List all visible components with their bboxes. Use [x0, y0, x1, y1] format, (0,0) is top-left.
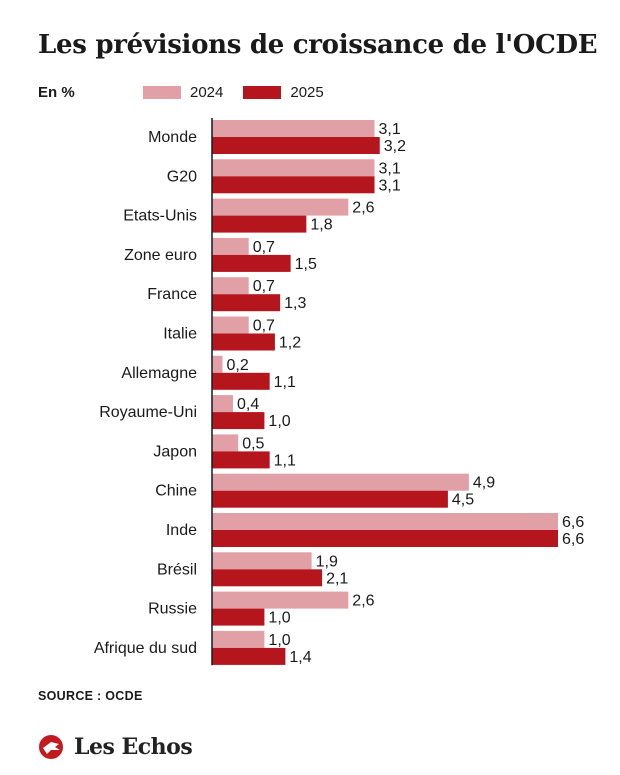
value-label-italie-2024: 0,7 [253, 318, 275, 335]
value-label-russie-2025: 1,0 [268, 610, 290, 627]
bar-russie-2025 [212, 608, 265, 626]
brand-logo: Les Echos [38, 733, 193, 761]
value-label-allemagne-2025: 1,1 [274, 374, 296, 391]
unit-label: En % [38, 84, 75, 101]
value-label-russie-2024: 2,6 [352, 593, 374, 610]
bar-allemagne-2025 [212, 372, 270, 390]
bar-inde-2025 [212, 530, 558, 547]
chart-title: Les prévisions de croissance de l'OCDE [38, 30, 598, 60]
bar-japon-2024 [212, 434, 239, 452]
value-label-inde-2024: 6,6 [562, 514, 584, 531]
bar-zone-euro-2024 [212, 237, 249, 255]
value-label-g20-2025: 3,1 [379, 177, 401, 194]
bar-italie-2024 [212, 316, 249, 334]
bar-japon-2025 [212, 451, 270, 469]
legend-item-2024: 2024 [143, 84, 223, 101]
category-label-afrique-du-sud: Afrique du sud [94, 640, 197, 657]
category-label-g20: G20 [167, 168, 197, 185]
value-label-france-2025: 1,3 [284, 295, 306, 312]
value-label-chine-2024: 4,9 [473, 475, 495, 492]
bar-monde-2024 [212, 120, 375, 137]
bar-afrique-du-sud-2025 [212, 647, 286, 665]
category-label-royaume-uni: Royaume-Uni [99, 404, 197, 421]
bar-france-2024 [212, 277, 249, 295]
bar-zone-euro-2025 [212, 254, 291, 272]
value-label-bresil-2024: 1,9 [316, 553, 338, 570]
value-label-inde-2025: 6,6 [562, 531, 584, 548]
bar-italie-2025 [212, 333, 275, 351]
value-label-bresil-2025: 2,1 [326, 570, 348, 587]
category-label-france: France [147, 286, 197, 303]
category-label-monde: Monde [148, 129, 197, 146]
value-label-g20-2024: 3,1 [379, 160, 401, 177]
category-label-japon: Japon [153, 443, 197, 460]
value-label-monde-2025: 3,2 [384, 138, 406, 155]
legend-label-2025: 2025 [290, 84, 324, 101]
bar-afrique-du-sud-2024 [212, 630, 265, 648]
value-label-etats-unis-2024: 2,6 [352, 200, 374, 217]
bar-monde-2025 [212, 137, 380, 154]
bar-g20-2025 [212, 176, 375, 194]
bar-etats-unis-2024 [212, 198, 349, 216]
value-label-royaume-uni-2024: 0,4 [237, 396, 259, 413]
category-label-chine: Chine [155, 483, 197, 500]
bar-chine-2025 [212, 490, 448, 508]
category-label-allemagne: Allemagne [121, 365, 197, 382]
bar-royaume-uni-2025 [212, 412, 265, 430]
bar-chine-2024 [212, 473, 469, 491]
bar-royaume-uni-2024 [212, 395, 233, 413]
legend-swatch-2025 [243, 86, 282, 99]
value-label-etats-unis-2025: 1,8 [310, 217, 332, 234]
value-label-japon-2025: 1,1 [274, 452, 296, 469]
bar-g20-2024 [212, 159, 375, 177]
category-label-zone-euro: Zone euro [124, 247, 197, 264]
source-note: SOURCE : OCDE [38, 689, 143, 703]
value-label-monde-2024: 3,1 [379, 121, 401, 138]
category-label-etats-unis: Etats-Unis [123, 208, 197, 225]
legend-swatch-2024 [143, 86, 181, 99]
category-label-inde: Inde [166, 522, 197, 539]
value-label-france-2024: 0,7 [253, 278, 275, 295]
bar-russie-2024 [212, 591, 349, 609]
value-label-zone-euro-2024: 0,7 [253, 239, 275, 256]
les-echos-emblem-icon [39, 735, 63, 759]
category-label-italie: Italie [163, 326, 197, 343]
bar-allemagne-2024 [212, 355, 223, 373]
value-label-zone-euro-2025: 1,5 [295, 256, 317, 273]
category-label-russie: Russie [148, 601, 197, 618]
category-label-bresil: Brésil [157, 561, 197, 578]
legend: 2024 2025 [143, 84, 344, 101]
value-label-allemagne-2024: 0,2 [226, 357, 248, 374]
bar-france-2025 [212, 294, 281, 312]
bar-etats-unis-2025 [212, 215, 307, 233]
bar-bresil-2024 [212, 552, 312, 570]
brand-name: Les Echos [74, 734, 193, 760]
value-label-afrique-du-sud-2024: 1,0 [268, 632, 290, 649]
bar-inde-2024 [212, 513, 558, 530]
value-label-chine-2025: 4,5 [452, 492, 474, 509]
value-label-italie-2025: 1,2 [279, 335, 301, 352]
legend-item-2025: 2025 [243, 84, 324, 101]
bar-bresil-2025 [212, 569, 323, 587]
value-label-royaume-uni-2025: 1,0 [268, 413, 290, 430]
legend-label-2024: 2024 [190, 84, 224, 101]
value-label-japon-2024: 0,5 [242, 435, 264, 452]
value-label-afrique-du-sud-2025: 1,4 [289, 649, 311, 666]
